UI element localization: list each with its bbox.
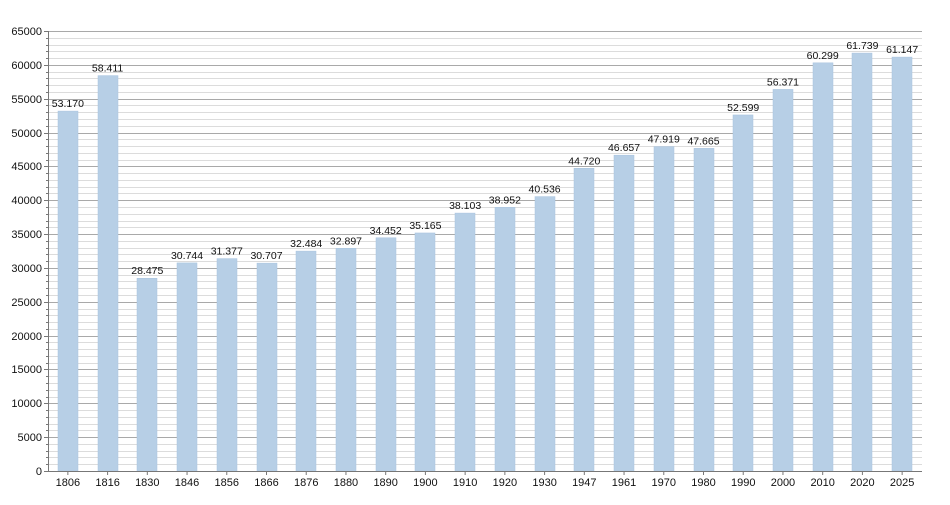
bar bbox=[256, 262, 278, 472]
data-label: 31.377 bbox=[211, 246, 243, 258]
data-label: 44.720 bbox=[568, 155, 600, 167]
bar bbox=[176, 262, 198, 472]
y-tick-label: 40000 bbox=[11, 195, 42, 207]
x-tick-label: 2010 bbox=[810, 477, 834, 489]
x-tick-label: 1846 bbox=[175, 477, 199, 489]
x-tick-label: 1961 bbox=[612, 477, 636, 489]
y-tick-label: 55000 bbox=[11, 94, 42, 106]
bar bbox=[693, 148, 715, 472]
y-tick-label: 15000 bbox=[11, 364, 42, 376]
data-label: 40.536 bbox=[529, 184, 561, 196]
bar bbox=[414, 232, 436, 472]
data-label: 58.411 bbox=[92, 63, 123, 75]
x-tick-label: 1930 bbox=[532, 477, 556, 489]
y-tick-label: 65000 bbox=[11, 26, 42, 38]
data-label: 38.952 bbox=[489, 194, 521, 206]
x-tick-label: 1980 bbox=[691, 477, 715, 489]
x-tick-label: 1880 bbox=[334, 477, 358, 489]
bar bbox=[573, 168, 595, 472]
bar bbox=[97, 75, 119, 472]
y-tick-label: 5000 bbox=[18, 432, 42, 444]
x-tick-label: 1866 bbox=[254, 477, 278, 489]
data-label: 30.707 bbox=[250, 250, 282, 262]
data-label: 34.452 bbox=[370, 225, 402, 237]
x-tick-label: 1900 bbox=[413, 477, 437, 489]
data-label: 32.484 bbox=[290, 238, 322, 250]
bar bbox=[891, 56, 913, 472]
x-tick-label: 2025 bbox=[890, 477, 914, 489]
bar bbox=[375, 237, 397, 472]
bar bbox=[534, 196, 556, 472]
labels-layer: 0 5000 10000 15000 20000 25000 30000 35000 40000… bbox=[11, 26, 918, 489]
data-label: 56.371 bbox=[767, 76, 799, 88]
x-tick-label: 1830 bbox=[135, 477, 159, 489]
bar bbox=[335, 248, 357, 472]
data-label: 46.657 bbox=[608, 142, 640, 154]
y-tick-label: 60000 bbox=[11, 60, 42, 72]
x-tick-label: 1970 bbox=[652, 477, 676, 489]
data-label: 47.665 bbox=[687, 135, 719, 147]
bar bbox=[295, 250, 317, 472]
data-label: 32.897 bbox=[330, 235, 362, 247]
data-label: 30.744 bbox=[171, 250, 203, 262]
bar bbox=[732, 114, 754, 472]
bar bbox=[653, 146, 675, 472]
x-tick-label: 1947 bbox=[572, 477, 596, 489]
x-tick-label: 1876 bbox=[294, 477, 318, 489]
bar bbox=[216, 258, 238, 472]
data-label: 60.299 bbox=[807, 50, 839, 62]
x-tick-label: 2000 bbox=[771, 477, 795, 489]
y-tick-label: 10000 bbox=[11, 398, 42, 410]
bars-layer bbox=[57, 52, 913, 472]
bar bbox=[57, 110, 79, 472]
bar bbox=[613, 154, 635, 472]
y-tick-label: 45000 bbox=[11, 161, 42, 173]
y-tick-label: 35000 bbox=[11, 229, 42, 241]
data-label: 53.170 bbox=[52, 98, 84, 110]
data-label: 35.165 bbox=[409, 220, 441, 232]
x-tick-label: 1890 bbox=[373, 477, 397, 489]
bar bbox=[772, 89, 794, 472]
bar bbox=[851, 52, 873, 472]
bar bbox=[136, 277, 158, 472]
x-tick-label: 1806 bbox=[56, 477, 80, 489]
data-label: 52.599 bbox=[727, 102, 759, 114]
axis-layer bbox=[44, 31, 922, 475]
y-tick-label: 30000 bbox=[11, 263, 42, 275]
bar bbox=[454, 212, 476, 472]
y-tick-label: 0 bbox=[36, 466, 42, 478]
bar bbox=[812, 62, 834, 472]
y-tick-label: 50000 bbox=[11, 128, 42, 140]
x-tick-label: 1816 bbox=[95, 477, 119, 489]
x-tick-label: 2020 bbox=[850, 477, 874, 489]
y-tick-label: 20000 bbox=[11, 331, 42, 343]
data-label: 47.919 bbox=[648, 134, 680, 146]
data-label: 61.147 bbox=[886, 44, 918, 56]
x-tick-label: 1910 bbox=[453, 477, 477, 489]
data-label: 61.739 bbox=[846, 40, 878, 52]
x-tick-label: 1990 bbox=[731, 477, 755, 489]
data-label: 28.475 bbox=[131, 265, 163, 277]
data-label: 38.103 bbox=[449, 200, 481, 212]
x-tick-label: 1856 bbox=[215, 477, 239, 489]
bar bbox=[494, 207, 516, 472]
y-tick-label: 25000 bbox=[11, 297, 42, 309]
x-tick-label: 1920 bbox=[493, 477, 517, 489]
